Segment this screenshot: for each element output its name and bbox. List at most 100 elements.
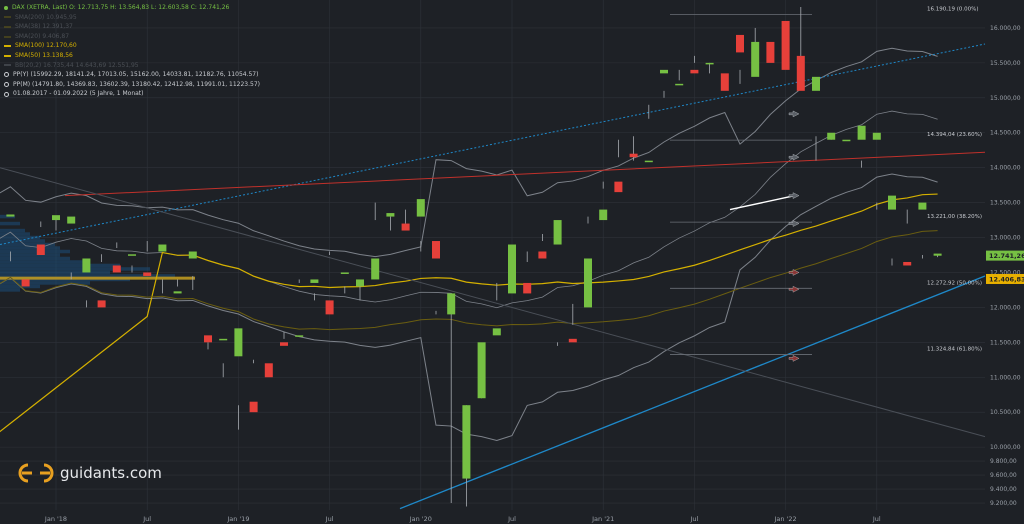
volume-profile-bar: [0, 263, 120, 268]
volume-profile-bar: [0, 249, 70, 254]
x-tick-label: Jul: [872, 515, 881, 523]
candle-body: [280, 342, 288, 346]
candle-body: [447, 293, 456, 315]
trendline-red: [64, 151, 986, 197]
sma100-line: [0, 193, 938, 433]
dot-icon: [4, 5, 8, 10]
price-marker-arrow-icon: [788, 269, 800, 276]
y-tick-label: 12.500,00: [990, 269, 1021, 276]
line-swatch-icon: [4, 64, 11, 67]
logo-text: guidants.com: [60, 464, 162, 482]
candle-body: [6, 214, 15, 217]
legend-text: SMA(50) 13.138,56: [15, 51, 73, 59]
price-badge-label: 12.406,83: [989, 275, 1024, 283]
line-swatch-icon: [4, 45, 11, 48]
y-tick-label: 12.000,00: [990, 304, 1021, 311]
candle-body: [295, 335, 304, 337]
candle-body: [416, 199, 425, 217]
volume-profile-bar: [0, 239, 45, 243]
x-tick-label: Jan '18: [44, 515, 67, 523]
candle-body: [401, 223, 410, 231]
candle-body: [872, 132, 881, 140]
trendline-blue-dotted: [0, 43, 986, 246]
legend-row: PP(M) (14791.80, 14369.83, 13602.39, 131…: [4, 80, 260, 90]
candle-body: [918, 202, 927, 210]
fib-label: 14.394,04 (23.60%): [927, 132, 982, 138]
candle-body: [234, 328, 243, 357]
candle-body: [310, 279, 319, 283]
trendline-blue-support: [399, 275, 986, 510]
line-swatch-icon: [4, 25, 11, 28]
legend-row: SMA(100) 12.170,60: [4, 41, 260, 51]
bollinger-middle-band: [0, 110, 938, 309]
candle-body: [781, 20, 790, 70]
candle-body: [675, 83, 684, 86]
legend-text: DAX (XETRA, Last) O: 12.713,75 H: 13.564…: [12, 4, 230, 11]
circle-icon: [4, 82, 9, 88]
candle-body: [173, 291, 182, 294]
trendline-grey-down: [0, 167, 986, 438]
y-tick-label: 9.200,00: [990, 500, 1017, 507]
candle-body: [766, 41, 775, 63]
price-badge: [986, 273, 1024, 284]
bollinger-upper-band: [0, 47, 938, 258]
candle-body: [614, 181, 623, 193]
legend-row: SMA(50) 13.138,56: [4, 51, 260, 61]
x-tick-label: Jul: [325, 515, 334, 523]
y-tick-label: 15.000,00: [990, 95, 1021, 102]
x-tick-label: Jan '19: [226, 515, 249, 523]
candle-body: [36, 244, 45, 255]
price-marker-arrow-icon: [788, 192, 800, 199]
x-tick-label: Jan '22: [774, 515, 797, 523]
y-tick-label: 13.500,00: [990, 200, 1021, 207]
candle-body: [492, 328, 501, 336]
x-tick-label: Jan '20: [409, 515, 432, 523]
candle-body: [827, 132, 836, 140]
candle-body: [629, 153, 638, 158]
price-marker-arrow-icon: [788, 220, 800, 227]
candle-body: [82, 258, 91, 273]
x-tick-label: Jul: [142, 515, 151, 523]
candle-body: [705, 62, 714, 65]
candle-body: [52, 215, 60, 221]
candle-body: [67, 216, 76, 224]
y-tick-label: 9.800,00: [990, 458, 1017, 465]
candle-body: [553, 220, 562, 245]
fib-label: 11.324,84 (61.80%): [927, 347, 982, 353]
legend-text: PP(Y) (15992.29, 18141.24, 17013.05, 151…: [13, 71, 259, 79]
price-marker-arrow-icon: [788, 153, 800, 161]
legend-row: SMA(200) 10.945,95: [4, 13, 260, 23]
y-tick-label: 11.500,00: [990, 339, 1021, 346]
volume-profile-bar: [0, 214, 15, 219]
volume-poc-bar: [0, 276, 195, 280]
candle-body: [356, 279, 364, 287]
volume-profile-bar: [0, 267, 150, 271]
candle-body: [112, 265, 121, 273]
legend-text: 01.08.2017 - 01.09.2022 (5 Jahre, 1 Mona…: [13, 90, 144, 98]
candle-body: [538, 251, 547, 259]
volume-profile-bar: [0, 232, 30, 236]
y-tick-label: 9.600,00: [990, 472, 1017, 479]
candle-body: [249, 401, 258, 413]
candle-body: [903, 261, 912, 266]
line-swatch-icon: [4, 35, 11, 38]
y-tick-label: 14.000,00: [990, 165, 1021, 172]
candle-body: [340, 272, 349, 274]
volume-profile-bar: [0, 253, 60, 257]
price-badge: [986, 250, 1024, 261]
candle-body: [188, 251, 197, 259]
candle-body: [933, 253, 942, 256]
legend-row: BB(20,2) 16.735,44 14.643,69 12.551,95: [4, 61, 260, 71]
legend-text: BB(20,2) 16.735,44 14.643,69 12.551,95: [15, 61, 139, 69]
price-marker-arrow-icon: [788, 355, 800, 362]
candle-body: [888, 195, 896, 210]
candle-body: [143, 272, 152, 276]
volume-profile-bar: [0, 274, 175, 278]
candle-body: [857, 125, 866, 140]
clock-icon: [4, 91, 9, 97]
y-tick-label: 11.000,00: [990, 374, 1021, 381]
candle-body: [371, 258, 380, 280]
line-swatch-icon: [4, 54, 11, 57]
y-tick-label: 10.500,00: [990, 409, 1021, 416]
trendline-white: [729, 194, 796, 211]
